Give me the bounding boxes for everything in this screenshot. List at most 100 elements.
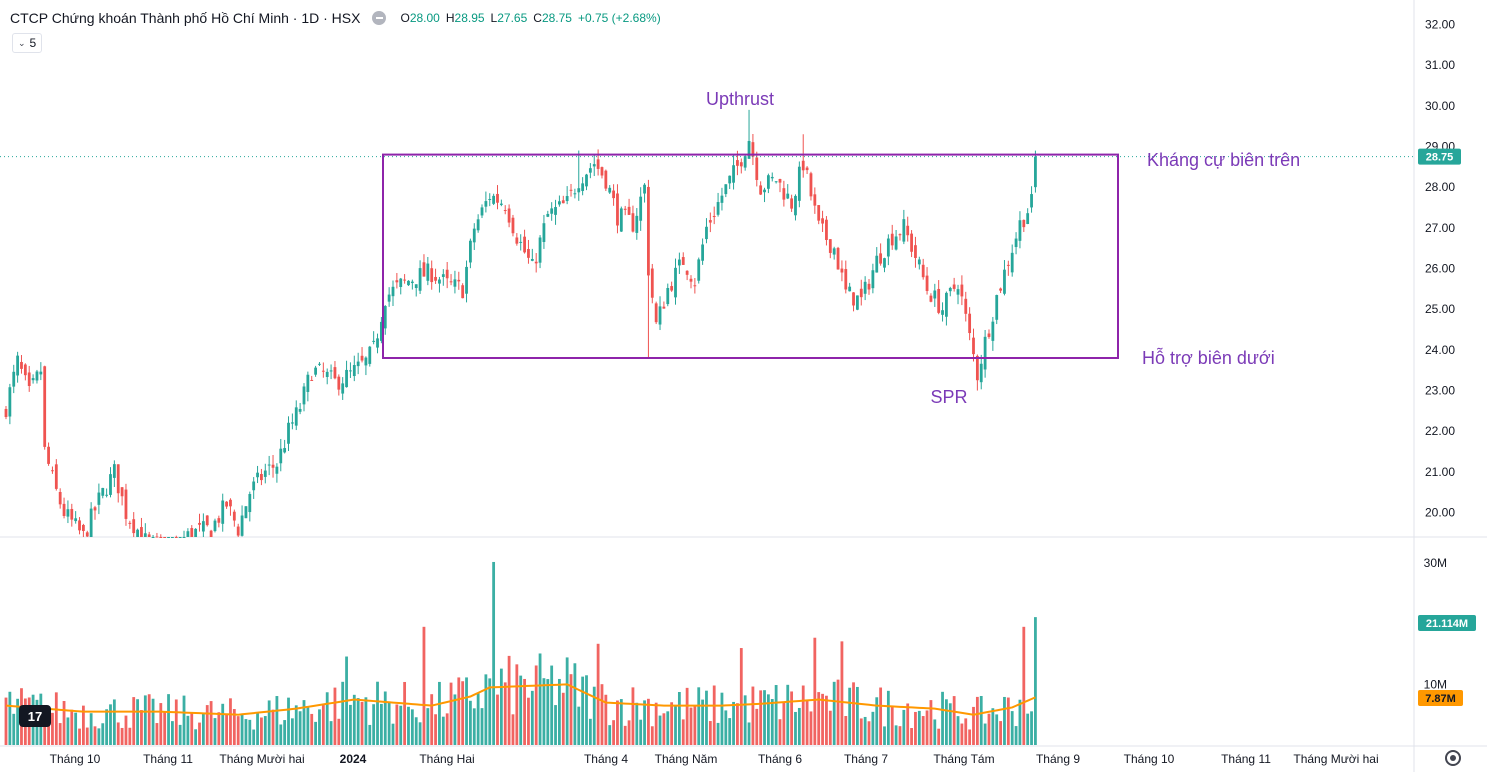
- volume-bar: [221, 703, 225, 745]
- candle-body: [654, 303, 658, 323]
- candle-body: [530, 258, 534, 261]
- candle-body: [31, 378, 35, 381]
- volume-bar: [112, 699, 116, 745]
- candle-body: [290, 422, 294, 424]
- candle-body: [894, 236, 898, 250]
- candle-body: [619, 208, 623, 232]
- volume-bar: [681, 719, 685, 745]
- volume-bar: [449, 682, 453, 745]
- candle-body: [631, 213, 635, 232]
- candle-body: [759, 185, 763, 195]
- volume-bar: [279, 724, 283, 745]
- candle-body: [403, 279, 407, 281]
- overlay-layer: Upthrust Kháng cự biên trên Hỗ trợ biên dư…: [0, 89, 1414, 407]
- volume-bar: [201, 713, 205, 745]
- candle-body: [132, 519, 136, 534]
- candle-body: [140, 527, 143, 537]
- volume-bar: [662, 713, 666, 745]
- volume-bar: [356, 698, 360, 745]
- volume-bar: [418, 722, 422, 745]
- volume-bar: [975, 696, 979, 745]
- volume-bar: [960, 723, 964, 745]
- candle-body: [743, 156, 747, 168]
- candle-body: [51, 470, 54, 472]
- candle-body: [554, 207, 557, 215]
- volume-bar: [1003, 696, 1006, 745]
- trading-range-box: [382, 153, 1119, 359]
- volume-bar: [159, 703, 163, 745]
- volume-bar: [650, 726, 654, 745]
- symbol-title[interactable]: CTCP Chứng khoán Thành phố Hồ Chí Minh ·…: [10, 10, 361, 26]
- volume-bar: [561, 692, 565, 745]
- candle-body: [74, 518, 78, 522]
- volume-bar: [372, 704, 376, 745]
- volume-bar: [163, 711, 167, 745]
- volume-bar: [62, 700, 66, 745]
- candle-body: [314, 367, 317, 375]
- candle-body: [616, 193, 619, 226]
- time-axis-label: Tháng 4: [584, 752, 628, 766]
- candle-body: [739, 162, 743, 167]
- candle-body: [983, 336, 987, 370]
- volume-bar: [391, 723, 395, 745]
- volume-bar: [209, 701, 213, 745]
- candle-body: [979, 363, 983, 383]
- time-axis-label: Tháng 11: [143, 752, 193, 766]
- volume-pane: [4, 561, 1037, 745]
- candle-body: [890, 233, 894, 246]
- volume-bar: [186, 715, 190, 745]
- volume-bar: [54, 692, 58, 745]
- time-axis-label: 2024: [340, 752, 367, 766]
- candle-body: [867, 283, 871, 290]
- volume-bar: [395, 704, 399, 745]
- candles-layer: [4, 109, 1037, 538]
- axes-layer: 32.0031.0030.0029.0028.0027.0026.0025.00…: [50, 17, 1476, 766]
- candle-body: [643, 184, 646, 194]
- candle-body: [612, 190, 615, 199]
- candle-body: [797, 166, 801, 201]
- volume-bar: [705, 690, 708, 745]
- volume-bar: [964, 718, 968, 745]
- candle-body: [321, 370, 325, 372]
- candle-body: [352, 365, 356, 377]
- last-volume-label: 21.114M: [1426, 618, 1468, 630]
- candle-body: [817, 205, 821, 221]
- volume-bar: [894, 725, 898, 745]
- volume-bar: [999, 721, 1002, 745]
- candle-body: [232, 511, 236, 521]
- candle-body: [848, 286, 852, 292]
- candle-body: [670, 286, 674, 291]
- candle-body: [677, 259, 681, 266]
- candle-body: [360, 355, 364, 361]
- volume-bar: [287, 697, 290, 745]
- candle-body: [852, 292, 855, 306]
- tradingview-logo[interactable]: 17: [19, 705, 51, 727]
- volume-bar: [685, 687, 689, 745]
- candle-body: [608, 187, 612, 193]
- volume-bar: [290, 718, 294, 745]
- volume-bar: [469, 700, 472, 745]
- volume-bar: [968, 729, 972, 745]
- volume-bar: [271, 709, 275, 745]
- candle-body: [12, 371, 16, 387]
- candle-body: [20, 361, 23, 369]
- candle-body: [588, 168, 592, 173]
- candle-body: [964, 298, 968, 314]
- volume-bar: [863, 716, 867, 745]
- candle-body: [801, 160, 805, 171]
- candle-body: [217, 518, 221, 523]
- volume-bar: [766, 694, 770, 745]
- volume-bar: [674, 705, 677, 745]
- candle-body: [635, 215, 639, 233]
- price-tick-label: 24.00: [1425, 343, 1455, 357]
- candle-body: [794, 195, 797, 216]
- volume-bar: [1010, 711, 1014, 745]
- volume-bar: [914, 711, 917, 745]
- volume-bar: [143, 695, 147, 745]
- settings-icon[interactable]: [1445, 750, 1461, 766]
- price-tick-label: 23.00: [1425, 384, 1455, 398]
- candle-body: [499, 203, 503, 205]
- candle-body: [538, 237, 542, 263]
- volume-indicator-toggle[interactable]: ⌄ 5: [12, 33, 43, 53]
